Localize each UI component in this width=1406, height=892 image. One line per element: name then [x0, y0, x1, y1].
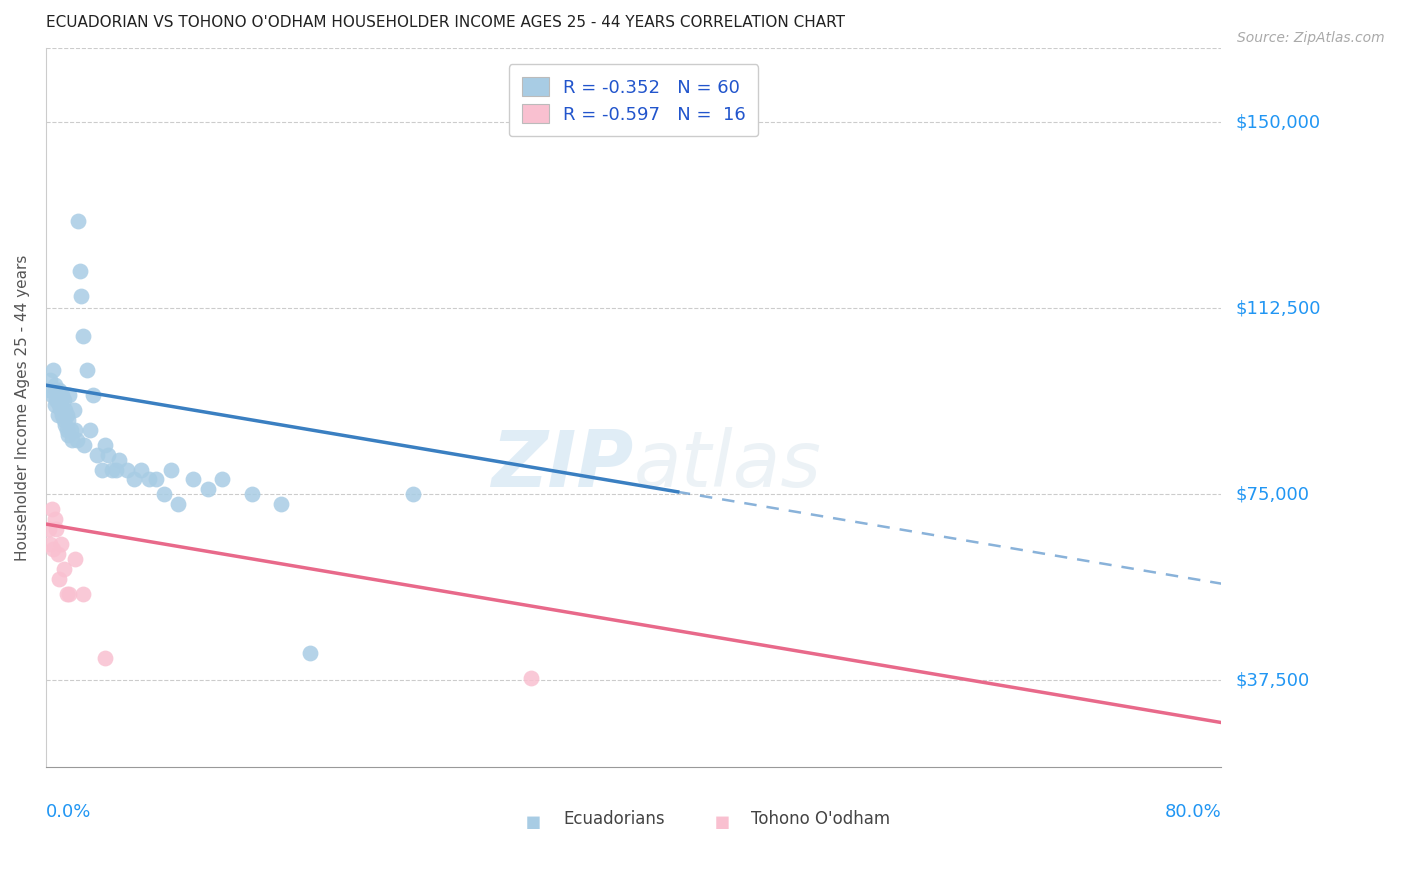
Point	[240, 487, 263, 501]
Point	[108, 452, 131, 467]
Text: ECUADORIAN VS TOHONO O'ODHAM HOUSEHOLDER INCOME AGES 25 - 44 YEARS CORRELATION C: ECUADORIAN VS TOHONO O'ODHAM HOUSEHOLDER…	[46, 15, 845, 30]
Point	[160, 462, 183, 476]
Point	[45, 383, 67, 397]
Point	[53, 403, 76, 417]
Point	[152, 487, 174, 501]
Point	[44, 512, 66, 526]
Point	[122, 472, 145, 486]
Text: 0.0%: 0.0%	[46, 803, 91, 822]
Text: ▪: ▪	[713, 810, 730, 834]
Point	[51, 388, 73, 402]
Point	[42, 363, 65, 377]
Point	[79, 423, 101, 437]
Point	[82, 388, 104, 402]
Point	[53, 417, 76, 432]
Point	[145, 472, 167, 486]
Point	[46, 408, 69, 422]
Point	[211, 472, 233, 486]
Point	[44, 378, 66, 392]
Point	[39, 537, 62, 551]
Point	[59, 423, 82, 437]
Point	[39, 373, 62, 387]
Point	[270, 497, 292, 511]
Point	[105, 462, 128, 476]
Point	[56, 427, 79, 442]
Point	[62, 433, 84, 447]
Text: Tohono O'odham: Tohono O'odham	[751, 810, 890, 829]
Text: Ecuadorians: Ecuadorians	[564, 810, 665, 829]
Point	[44, 398, 66, 412]
Text: ▪: ▪	[526, 810, 543, 834]
Text: 80.0%: 80.0%	[1164, 803, 1222, 822]
Point	[49, 403, 72, 417]
Point	[66, 433, 89, 447]
Point	[49, 393, 72, 408]
Point	[41, 502, 63, 516]
Point	[42, 541, 65, 556]
Point	[38, 383, 60, 397]
Point	[138, 472, 160, 486]
Text: atlas: atlas	[634, 427, 821, 503]
Point	[67, 214, 90, 228]
Text: $150,000: $150,000	[1236, 113, 1320, 131]
Point	[48, 383, 70, 397]
Point	[48, 398, 70, 412]
Point	[115, 462, 138, 476]
Point	[48, 572, 70, 586]
Point	[45, 522, 67, 536]
Point	[69, 264, 91, 278]
Point	[131, 462, 153, 476]
Point	[181, 472, 204, 486]
Legend: R = -0.352   N = 60, R = -0.597   N =  16: R = -0.352 N = 60, R = -0.597 N = 16	[509, 64, 758, 136]
Point	[93, 651, 115, 665]
Point	[402, 487, 425, 501]
Point	[520, 671, 543, 685]
Point	[46, 547, 69, 561]
Point	[45, 393, 67, 408]
Point	[101, 462, 124, 476]
Point	[51, 408, 73, 422]
Point	[55, 423, 77, 437]
Point	[73, 438, 96, 452]
Point	[65, 423, 87, 437]
Point	[197, 483, 219, 497]
Point	[55, 586, 77, 600]
Text: Source: ZipAtlas.com: Source: ZipAtlas.com	[1237, 31, 1385, 45]
Point	[58, 388, 80, 402]
Point	[86, 448, 108, 462]
Text: ZIP: ZIP	[491, 427, 634, 503]
Point	[63, 403, 86, 417]
Point	[72, 586, 94, 600]
Point	[70, 289, 93, 303]
Point	[52, 413, 75, 427]
Point	[49, 537, 72, 551]
Point	[56, 413, 79, 427]
Point	[38, 522, 60, 536]
Point	[167, 497, 190, 511]
Text: $112,500: $112,500	[1236, 300, 1320, 318]
Point	[41, 388, 63, 402]
Point	[72, 328, 94, 343]
Point	[90, 462, 112, 476]
Point	[97, 448, 120, 462]
Point	[299, 646, 322, 660]
Point	[52, 562, 75, 576]
Y-axis label: Householder Income Ages 25 - 44 years: Householder Income Ages 25 - 44 years	[15, 254, 30, 561]
Point	[55, 408, 77, 422]
Point	[52, 393, 75, 408]
Text: $75,000: $75,000	[1236, 485, 1309, 503]
Point	[76, 363, 98, 377]
Point	[93, 438, 115, 452]
Point	[46, 388, 69, 402]
Text: $37,500: $37,500	[1236, 672, 1309, 690]
Point	[65, 551, 87, 566]
Point	[58, 586, 80, 600]
